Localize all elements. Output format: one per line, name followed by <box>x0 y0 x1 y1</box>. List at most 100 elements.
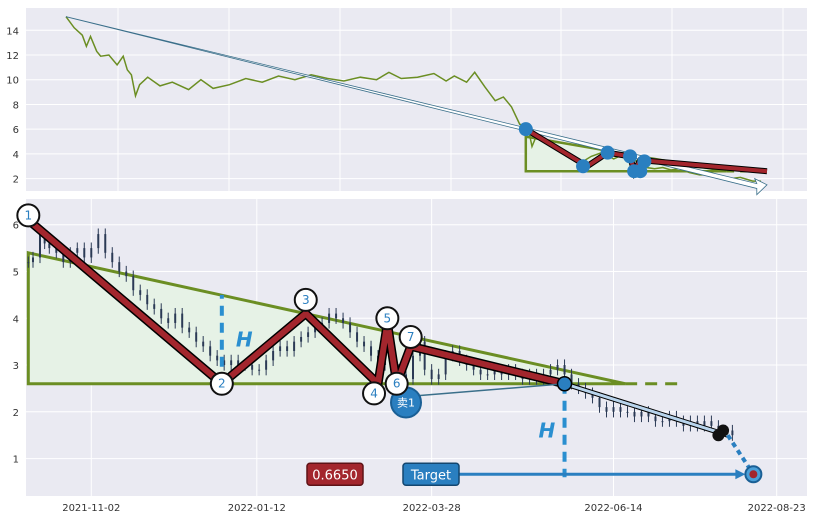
projection-line <box>564 382 729 437</box>
overview-y-tick-label: 12 <box>6 51 19 62</box>
candle-body <box>300 336 303 342</box>
candle-body <box>230 360 233 366</box>
pivot-marker <box>209 371 234 396</box>
candle-body <box>412 355 415 380</box>
candle-body <box>472 365 475 370</box>
candle-body <box>349 322 352 333</box>
candle-body <box>188 327 191 333</box>
target-arrow-head <box>735 469 746 480</box>
candle-body <box>174 313 177 323</box>
candle-body <box>55 248 58 253</box>
candle-body <box>591 393 594 398</box>
detail-x-tick-label: 2022-06-14 <box>584 503 642 514</box>
candle-body <box>661 421 664 423</box>
candle-body <box>619 407 622 412</box>
detail-y-tick-label: 4 <box>13 314 19 325</box>
overview-pivot-marker <box>623 149 638 164</box>
target-marker-inner <box>749 470 758 479</box>
overview-pivot-marker <box>600 145 615 160</box>
candle-body <box>598 397 601 408</box>
candle-body <box>486 374 489 376</box>
detail-y-tick-label: 1 <box>13 455 19 466</box>
candle-body <box>153 304 156 309</box>
candle-body <box>363 341 366 347</box>
target-badge-label: Target <box>410 468 451 483</box>
pivot-label: 6 <box>393 377 401 391</box>
candle-body <box>272 351 275 361</box>
overview-pivot-marker <box>576 159 591 174</box>
candle-body <box>111 252 114 263</box>
detail-x-tick-label: 2022-01-12 <box>228 503 286 514</box>
candle-body <box>654 416 657 422</box>
candle-body <box>731 430 734 436</box>
pivot-label: 4 <box>370 386 378 400</box>
candle-body <box>479 369 482 375</box>
overview-y-tick-label: 6 <box>13 125 19 136</box>
candle-body <box>48 243 51 249</box>
height-marker-label: H <box>236 327 253 351</box>
candle-body <box>216 355 219 361</box>
candle-body <box>703 421 706 426</box>
detail-x-tick-label: 2022-08-23 <box>748 503 806 514</box>
pivot-marker <box>362 381 387 406</box>
overview-y-tick-label: 4 <box>13 150 19 161</box>
candle-body <box>62 252 65 263</box>
pivot-marker <box>375 306 400 331</box>
candle-body <box>444 355 447 375</box>
candle-body <box>612 407 615 412</box>
overview-y-tick-label: 10 <box>6 76 19 87</box>
pivot-label: 5 <box>384 311 392 325</box>
candle-body <box>209 346 212 356</box>
detail-panel: 1 2 3 4 5 6 2021-11-02 2022-01-12 2022-03-28 2022… <box>13 199 807 514</box>
candle-body <box>549 369 552 375</box>
pivot-label: 3 <box>302 293 310 307</box>
detail-y-tick-label: 6 <box>13 221 19 232</box>
candle-body <box>328 313 331 323</box>
overview-y-tick-label: 2 <box>13 175 19 186</box>
candle-body <box>146 294 149 305</box>
candle-body <box>286 346 289 352</box>
detail-y-tick-label: 2 <box>13 408 19 419</box>
candle-body <box>605 407 608 412</box>
candle-body <box>160 308 163 319</box>
pivot-marker <box>16 203 41 228</box>
pivot-label: 2 <box>218 377 226 391</box>
candle-body <box>430 369 433 380</box>
candle-body <box>76 248 79 253</box>
candle-body <box>556 365 559 370</box>
candle-body <box>202 341 205 347</box>
candle-body <box>563 365 566 375</box>
candle-body <box>132 276 135 291</box>
overview-trend-arrow <box>65 16 768 196</box>
candle-body <box>342 318 345 323</box>
candle-body <box>335 313 338 319</box>
target-badge <box>402 462 460 487</box>
candle-body <box>265 360 268 370</box>
candle-body <box>223 360 226 366</box>
breakout-label: 卖1 <box>397 396 415 409</box>
candle-body <box>38 234 41 258</box>
detail-pattern-path <box>26 217 566 387</box>
candle-body <box>195 332 198 342</box>
candle-body <box>125 271 128 277</box>
breakout-marker <box>556 375 573 392</box>
candle-body <box>710 421 713 426</box>
candle-body <box>437 374 440 380</box>
candle-body <box>647 411 650 417</box>
candle-body <box>97 234 100 249</box>
candle-body <box>167 318 170 323</box>
height-marker-label: H <box>539 419 556 443</box>
overview-pivot-marker <box>637 154 652 169</box>
pivot-label: 1 <box>25 208 33 222</box>
overview-pivot-marker <box>518 122 533 137</box>
candle-body <box>493 369 496 375</box>
detail-x-tick-label: 2021-11-02 <box>62 503 120 514</box>
detail-y-tick-label: 5 <box>13 267 19 278</box>
candle-body <box>314 327 317 333</box>
overview-y-tick-label: 14 <box>6 26 19 37</box>
breakout-connector <box>419 383 565 397</box>
candle-body <box>104 234 107 253</box>
candle-body <box>279 346 282 352</box>
candle-body <box>633 411 636 417</box>
